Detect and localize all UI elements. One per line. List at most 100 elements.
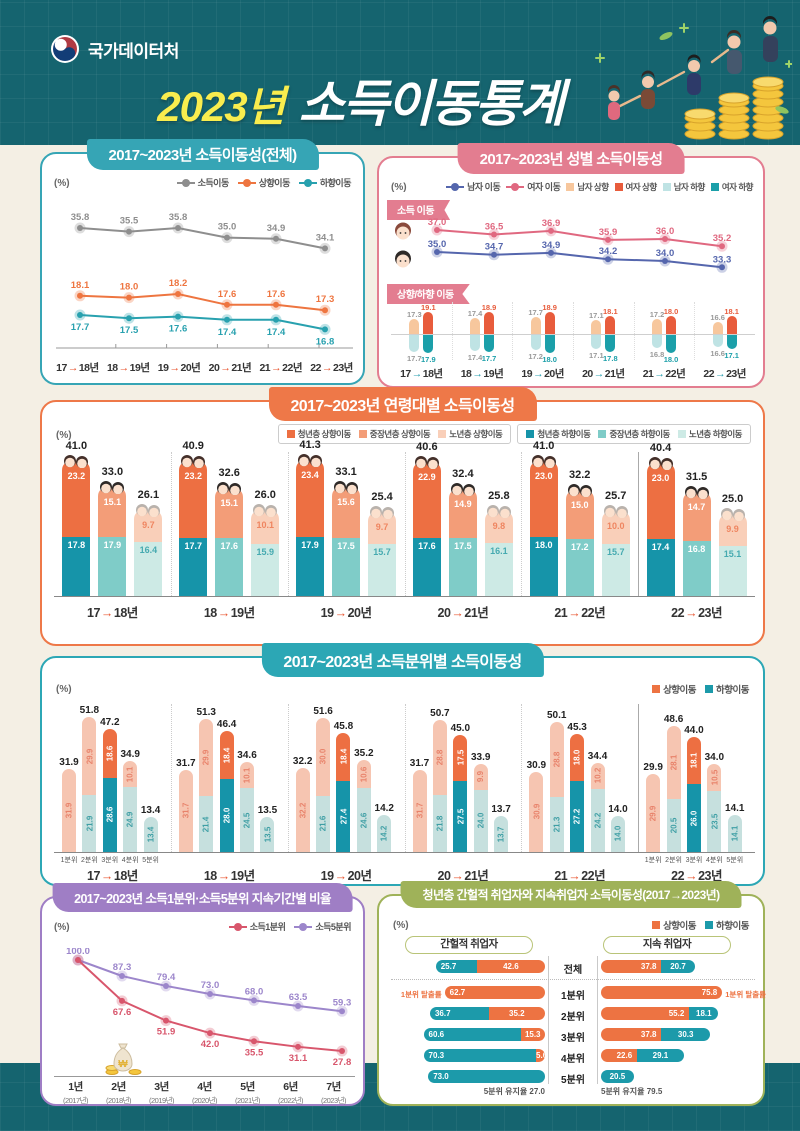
x-axis-label: 17→18년 xyxy=(87,606,138,620)
data-point xyxy=(224,234,230,241)
unit-label: (%) xyxy=(54,178,70,189)
value-label: 17.7 xyxy=(528,308,543,318)
center-divider-right xyxy=(597,956,598,1084)
data-point xyxy=(719,264,725,271)
data-point xyxy=(251,1038,257,1045)
x-axis-label: 18→19년 xyxy=(203,869,255,883)
value-label: 34.9 xyxy=(267,223,286,234)
value-label: 15.9 xyxy=(256,546,274,557)
value-label: 100.0 xyxy=(66,948,90,957)
bar-segment: 37.8 xyxy=(601,960,662,973)
bar-upward-segment xyxy=(646,774,661,852)
value-label: 35.2 xyxy=(713,233,732,244)
unit-label: (%) xyxy=(56,684,72,695)
value-label: 27.2 xyxy=(570,781,584,852)
bar-downward-segment xyxy=(356,788,371,852)
bar-upward-segment xyxy=(682,492,711,541)
value-label: 32.2 xyxy=(296,768,310,852)
value-label: 17.5 xyxy=(337,541,355,552)
legend-label: 중장년층 상향이동 xyxy=(369,429,431,439)
legend-label: 하향이동 xyxy=(716,685,749,696)
panel-title: 청년층 간헐적 취업자와 지속취업자 소득이동성(2017→2023년) xyxy=(400,881,742,908)
age-group-faces-icon xyxy=(720,507,745,521)
total-label: 50.1 xyxy=(546,709,567,721)
legend-label: 상향이동 xyxy=(663,685,697,696)
chart-element xyxy=(511,182,520,191)
legend-marker-icon xyxy=(298,178,317,187)
chart-element xyxy=(299,922,308,931)
bar-downward-segment xyxy=(686,784,701,852)
bar-segment: 30.3 xyxy=(661,1028,710,1041)
bar-downward-segment xyxy=(199,796,214,852)
panel-title: 2017~2023년 성별 소득이동성 xyxy=(457,143,685,174)
hbar: 22.6 29.1 xyxy=(601,1049,684,1062)
value-text: 27.4 xyxy=(338,808,348,825)
bar-downward-segment xyxy=(432,795,447,852)
age-group-faces-icon xyxy=(450,483,475,497)
chart-glyph xyxy=(254,506,265,517)
total-label: 48.6 xyxy=(663,713,684,725)
data-point xyxy=(295,1043,301,1050)
bar-upward-segment xyxy=(529,460,558,537)
legend-item: 여자 이동 xyxy=(506,180,561,193)
bar-segment: 42.6 xyxy=(476,960,545,973)
legend-item: 여자 상향 xyxy=(614,181,657,193)
legend-box-downward: 청년층 하향이동 중장년층 하향이동 노년층 하향이동 xyxy=(517,424,751,444)
chart-glyph xyxy=(77,458,88,468)
arrow-glyph: → xyxy=(593,368,605,380)
value-label: 16.6 xyxy=(710,312,725,322)
bar-upward-segment xyxy=(240,762,255,789)
bar-upward-segment xyxy=(412,462,441,538)
section-badge-income-move: 소득 이동 xyxy=(387,200,451,220)
bar-female-down xyxy=(605,335,616,353)
legend-marker-icon xyxy=(705,921,714,929)
bar-upward-segment xyxy=(296,459,325,537)
value-label: 10.5 xyxy=(707,764,721,791)
chart-glyph xyxy=(182,457,193,468)
value-label: 14.2 xyxy=(377,815,391,852)
age-group-faces-icon xyxy=(603,505,628,519)
legend-marker-icon xyxy=(652,685,661,693)
value-label: 35.9 xyxy=(599,227,618,238)
chart-glyph xyxy=(194,458,205,469)
hbar: 36.7 35.2 xyxy=(429,1007,545,1020)
person-face-icon xyxy=(395,222,411,240)
value-label: 18.1 xyxy=(71,280,90,291)
arrow-glyph: → xyxy=(217,869,231,883)
bar-downward-segment xyxy=(727,815,742,852)
arrow-glyph: → xyxy=(451,869,464,883)
chart-element xyxy=(242,178,251,187)
arrow-glyph: → xyxy=(67,362,79,374)
value-label: 16.8 xyxy=(649,350,665,360)
title-year: 2023년 xyxy=(157,83,285,130)
bar-segment: 20.5 xyxy=(601,1070,634,1083)
value-label: 13.4 xyxy=(144,817,158,852)
arrow-glyph: → xyxy=(451,606,464,620)
bar-downward-segment xyxy=(377,815,392,852)
legend-item: 소득5분위 xyxy=(294,920,351,933)
x-axis-label: 22→23년 xyxy=(703,368,746,380)
value-text: 31.9 xyxy=(64,802,74,819)
value-text: 32.2 xyxy=(298,802,308,818)
value-label: 17.3 xyxy=(407,309,422,319)
chart-glyph xyxy=(404,260,407,262)
value-text: 10.6 xyxy=(359,766,369,783)
total-label: 41.0 xyxy=(533,439,555,452)
value-text: 28.6 xyxy=(105,807,115,823)
value-label: 28.0 xyxy=(220,779,234,852)
total-label: 25.7 xyxy=(605,490,627,503)
value-label: 87.3 xyxy=(113,962,132,973)
value-label: 10.2 xyxy=(591,763,605,790)
legend: 상향이동 하향이동 xyxy=(652,682,749,696)
bar-upward-segment xyxy=(565,489,594,540)
bar-female-down xyxy=(726,335,737,350)
legend-item: 상향이동 xyxy=(237,176,290,189)
bar-upward-segment xyxy=(123,761,138,788)
value-label: 17.7 xyxy=(71,322,90,333)
arrow-glyph: → xyxy=(217,606,231,620)
value-text: 26.0 xyxy=(689,810,699,826)
value-label: 18.1 xyxy=(724,306,739,316)
age-group-faces-icon xyxy=(370,506,395,520)
panel-title: 2017~2023년 연령대별 소득이동성 xyxy=(268,387,537,421)
bar-female-up xyxy=(423,311,434,334)
